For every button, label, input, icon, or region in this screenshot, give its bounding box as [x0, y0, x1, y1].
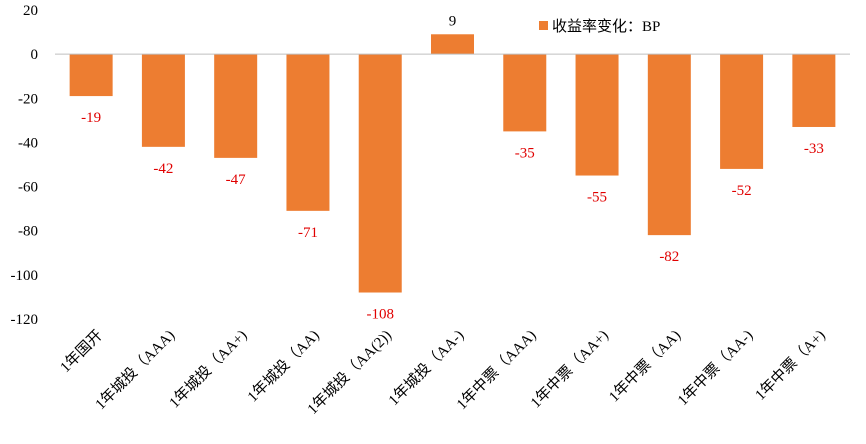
bar	[286, 54, 330, 211]
x-tick-label: 1年城投（AA+)	[166, 327, 251, 412]
x-tick-label: 1年中票（AA-)	[674, 327, 756, 409]
bars	[69, 34, 836, 293]
legend-swatch	[539, 21, 548, 30]
data-label: -33	[804, 141, 824, 157]
data-label: -42	[153, 161, 173, 177]
x-tick-label: 1年国开	[57, 327, 106, 376]
y-tick-label: -120	[11, 312, 39, 328]
y-tick-label: -80	[18, 224, 38, 240]
x-tick-label: 1年城投（AA-)	[385, 327, 467, 409]
bar	[720, 54, 764, 169]
y-tick-label: -20	[18, 91, 38, 107]
x-tick-label: 1年中票（A+)	[752, 327, 829, 404]
legend-label: 收益率变化：BP	[552, 18, 660, 35]
bar	[141, 54, 185, 147]
bar	[69, 54, 113, 97]
x-tick-label: 1年城投（AA)	[244, 327, 323, 406]
data-label: -52	[732, 183, 752, 199]
bar	[503, 54, 547, 132]
bar	[575, 54, 619, 176]
data-label: 9	[449, 13, 457, 29]
legend: 收益率变化：BP	[539, 18, 660, 35]
y-tick-label: 0	[31, 47, 39, 63]
bar	[358, 54, 402, 293]
y-tick-label: -60	[18, 180, 38, 196]
data-label: -35	[515, 145, 535, 161]
bar	[792, 54, 836, 127]
data-label: -19	[81, 110, 101, 126]
y-tick-label: -100	[11, 268, 39, 284]
y-tick-label: -40	[18, 135, 38, 151]
data-label: -108	[366, 307, 394, 323]
y-axis-ticks: 20 0 -20 -40 -60 -80 -100 -120	[11, 3, 39, 328]
bar	[431, 34, 474, 55]
x-tick-label: 1年中票（AA+)	[527, 327, 612, 412]
x-axis-ticks: 1年国开1年城投（AAA)1年城投（AA+)1年城投（AA)1年城投（AA(2)…	[57, 327, 829, 418]
x-tick-label: 1年中票（AA)	[606, 327, 685, 406]
data-label: -71	[298, 225, 318, 241]
data-label: -82	[659, 249, 679, 265]
bar	[647, 54, 691, 236]
data-labels: -19 -42 -47 -71 -108 9 -35 -55 -82 -52 -33	[81, 13, 824, 322]
data-label: -55	[587, 190, 607, 206]
y-tick-label: 20	[23, 3, 38, 19]
bar	[214, 54, 258, 158]
data-label: -47	[226, 172, 246, 188]
